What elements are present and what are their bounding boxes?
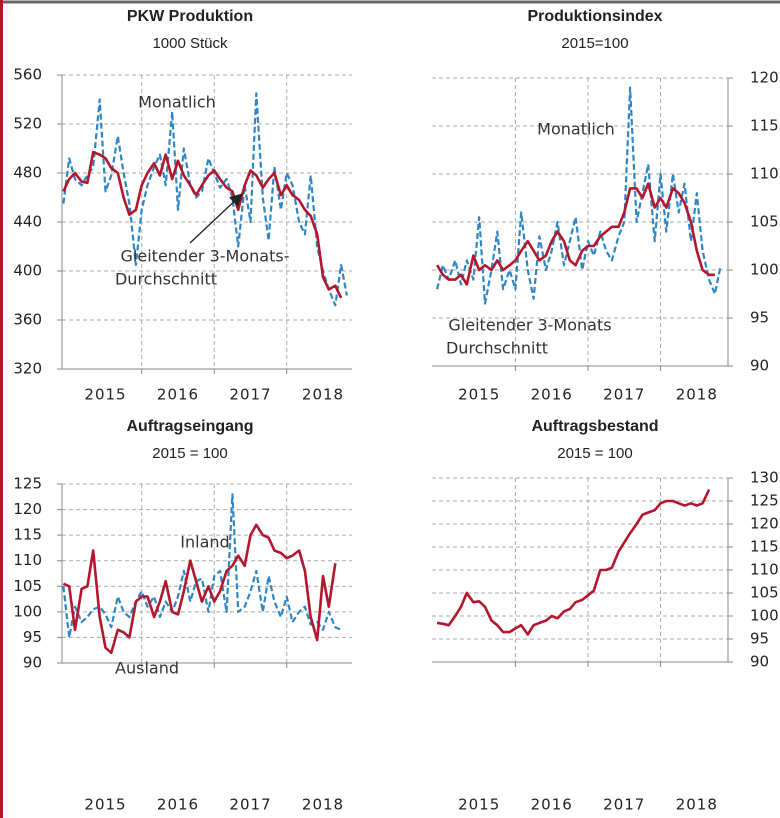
x-tick-label: 2018 xyxy=(302,386,344,404)
y-tick-label: 100 xyxy=(750,607,779,625)
y-tick-label: 130 xyxy=(750,469,779,487)
annotation: Ausland xyxy=(115,659,179,678)
y-tick-label: 105 xyxy=(13,577,42,595)
y-tick-label: 520 xyxy=(13,115,42,133)
series-line xyxy=(436,488,711,636)
x-tick-label: 2016 xyxy=(157,796,199,814)
x-tick-label: 2015 xyxy=(84,796,126,814)
y-tick-label: 100 xyxy=(750,261,779,279)
series-line xyxy=(62,92,348,307)
y-tick-label: 100 xyxy=(13,602,42,620)
x-tick-label: 2016 xyxy=(157,386,199,404)
x-tick-label: 2017 xyxy=(603,796,645,814)
y-tick-label: 90 xyxy=(23,654,42,672)
chart-title: PKW Produktion xyxy=(127,8,253,25)
annotation: Monatlich xyxy=(537,120,615,139)
x-tick-label: 2017 xyxy=(229,796,271,814)
annotation: Durchschnitt xyxy=(446,339,548,358)
y-tick-label: 95 xyxy=(23,628,42,646)
annotation: Gleitender 3-Monats xyxy=(448,316,611,335)
y-tick-label: 90 xyxy=(750,653,769,671)
y-tick-label: 480 xyxy=(13,164,42,182)
chart-subtitle: 2015=100 xyxy=(561,35,628,52)
chart-subtitle: 2015 = 100 xyxy=(557,445,633,462)
y-tick-label: 120 xyxy=(750,515,779,533)
y-tick-label: 115 xyxy=(13,526,42,544)
series-line xyxy=(62,523,337,655)
x-tick-label: 2017 xyxy=(229,386,271,404)
y-tick-label: 320 xyxy=(13,360,42,378)
y-tick-label: 110 xyxy=(750,165,779,183)
x-tick-label: 2018 xyxy=(302,796,344,814)
chart-title: Auftragsbestand xyxy=(531,418,658,435)
y-tick-label: 125 xyxy=(750,492,779,510)
chart-title: Auftragseingang xyxy=(126,418,253,435)
chart-subtitle: 2015 = 100 xyxy=(152,445,228,462)
y-tick-label: 95 xyxy=(750,309,769,327)
y-tick-label: 95 xyxy=(750,630,769,648)
y-tick-label: 400 xyxy=(13,262,42,280)
annotation: Durchschnitt xyxy=(115,270,217,289)
series-line xyxy=(435,182,715,286)
y-tick-label: 560 xyxy=(13,66,42,84)
y-tick-label: 360 xyxy=(13,311,42,329)
x-tick-label: 2016 xyxy=(531,796,573,814)
y-tick-label: 115 xyxy=(750,538,779,556)
annotation: Monatlich xyxy=(138,93,216,112)
y-tick-label: 110 xyxy=(750,561,779,579)
chart-subtitle: 1000 Stück xyxy=(152,35,228,52)
y-tick-label: 125 xyxy=(13,475,42,493)
y-tick-label: 105 xyxy=(750,213,779,231)
annotation-arrow xyxy=(189,193,243,244)
y-tick-label: 120 xyxy=(750,69,779,87)
y-tick-label: 440 xyxy=(13,213,42,231)
annotation: Gleitender 3-Monats- xyxy=(121,247,290,266)
y-tick-label: 105 xyxy=(750,584,779,602)
y-tick-label: 115 xyxy=(750,117,779,135)
series-line xyxy=(62,493,342,639)
series-line xyxy=(62,150,343,299)
x-tick-label: 2015 xyxy=(84,386,126,404)
y-tick-label: 110 xyxy=(13,551,42,569)
chart-title: Produktionsindex xyxy=(527,8,662,25)
x-tick-label: 2016 xyxy=(531,386,573,404)
y-tick-label: 90 xyxy=(750,357,769,375)
series-line xyxy=(436,86,722,305)
x-tick-label: 2017 xyxy=(603,386,645,404)
x-tick-label: 2018 xyxy=(676,386,718,404)
y-tick-label: 120 xyxy=(13,500,42,518)
x-tick-label: 2018 xyxy=(676,796,718,814)
x-tick-label: 2015 xyxy=(458,796,500,814)
annotation: Inland xyxy=(180,533,229,552)
x-tick-label: 2015 xyxy=(458,386,500,404)
